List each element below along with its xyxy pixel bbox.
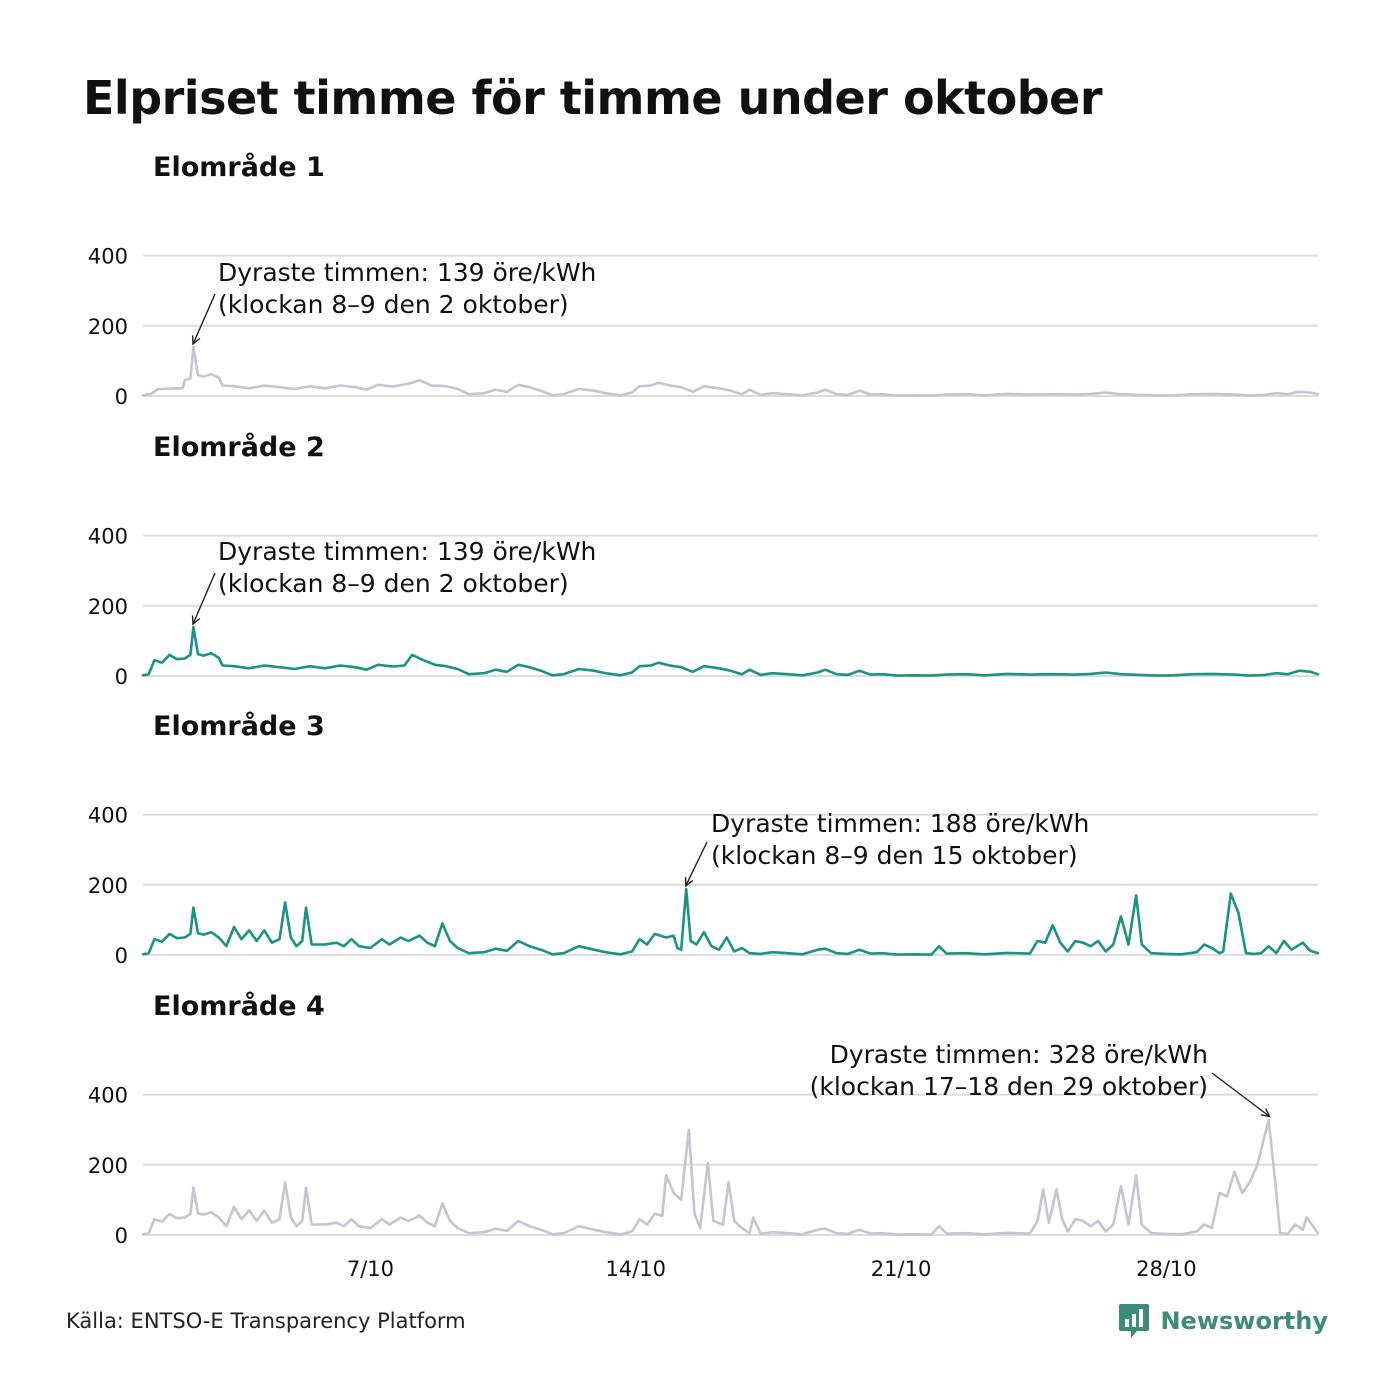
page-title: Elpriset timme för timme under oktober — [83, 71, 1103, 125]
panel-3: Elområde 3 0 200 400 Dyraste timmen: 188 öre… — [88, 710, 1320, 968]
y-tick-label: 200 — [88, 1154, 128, 1178]
x-tick-label: 21/10 — [871, 1257, 932, 1281]
newsworthy-logo-icon — [1119, 1304, 1150, 1338]
brand-logo[interactable]: Newsworthy — [1118, 1302, 1328, 1340]
panel-title: Elområde 1 — [153, 151, 325, 183]
annotation-line-2: (klockan 17–18 den 29 oktober) — [810, 1072, 1208, 1101]
annotation-arrow — [193, 293, 216, 343]
series-line — [141, 1118, 1320, 1236]
x-tick-label: 7/10 — [347, 1257, 394, 1281]
series-line — [141, 345, 1320, 397]
y-tick-label: 0 — [115, 1224, 128, 1248]
panel-1: Elområde 1 0 200 400 Dyraste timmen: 139 öre… — [88, 151, 1320, 409]
y-tick-label: 400 — [88, 1084, 128, 1108]
y-tick-label: 400 — [88, 245, 128, 269]
annotation-line-1: Dyraste timmen: 188 öre/kWh — [711, 809, 1089, 838]
y-tick-label: 200 — [88, 595, 128, 619]
y-tick-label: 200 — [88, 315, 128, 339]
annotation-line-2: (klockan 8–9 den 2 oktober) — [218, 290, 569, 319]
annotation-arrow — [1211, 1072, 1269, 1116]
series-line — [141, 887, 1320, 956]
annotation-line-1: Dyraste timmen: 328 öre/kWh — [830, 1040, 1208, 1069]
series-line — [141, 625, 1320, 677]
annotation-line-2: (klockan 8–9 den 15 oktober) — [711, 841, 1078, 870]
annotation-line-1: Dyraste timmen: 139 öre/kWh — [218, 537, 596, 566]
panel-title: Elområde 2 — [153, 431, 325, 463]
annotation-arrow — [193, 572, 216, 623]
y-tick-label: 0 — [115, 665, 128, 689]
small-multiples-chart: Elområde 1 0 200 400 Dyraste timmen: 139 öre… — [88, 151, 1320, 1281]
brand-name: Newsworthy — [1160, 1307, 1328, 1335]
panel-title: Elområde 3 — [153, 710, 325, 742]
x-tick-label: 14/10 — [605, 1257, 666, 1281]
y-tick-label: 400 — [88, 525, 128, 549]
y-tick-label: 400 — [88, 804, 128, 828]
annotation-arrow — [686, 841, 708, 885]
x-tick-label: 28/10 — [1136, 1257, 1197, 1281]
panel-title: Elområde 4 — [153, 990, 325, 1022]
source-credit: Källa: ENTSO-E Transparency Platform — [66, 1309, 466, 1333]
annotation-line-2: (klockan 8–9 den 2 oktober) — [218, 569, 569, 598]
y-tick-label: 200 — [88, 874, 128, 898]
panel-4: Elområde 4 0 200 400 Dyraste timmen: 328 öre… — [88, 990, 1320, 1248]
y-tick-label: 0 — [115, 944, 128, 968]
annotation-line-1: Dyraste timmen: 139 öre/kWh — [218, 258, 596, 287]
y-tick-label: 0 — [115, 385, 128, 409]
x-axis: 7/10 14/10 21/10 28/10 — [347, 1257, 1197, 1281]
panel-2: Elområde 2 0 200 400 Dyraste timmen: 139 öre… — [88, 431, 1320, 689]
